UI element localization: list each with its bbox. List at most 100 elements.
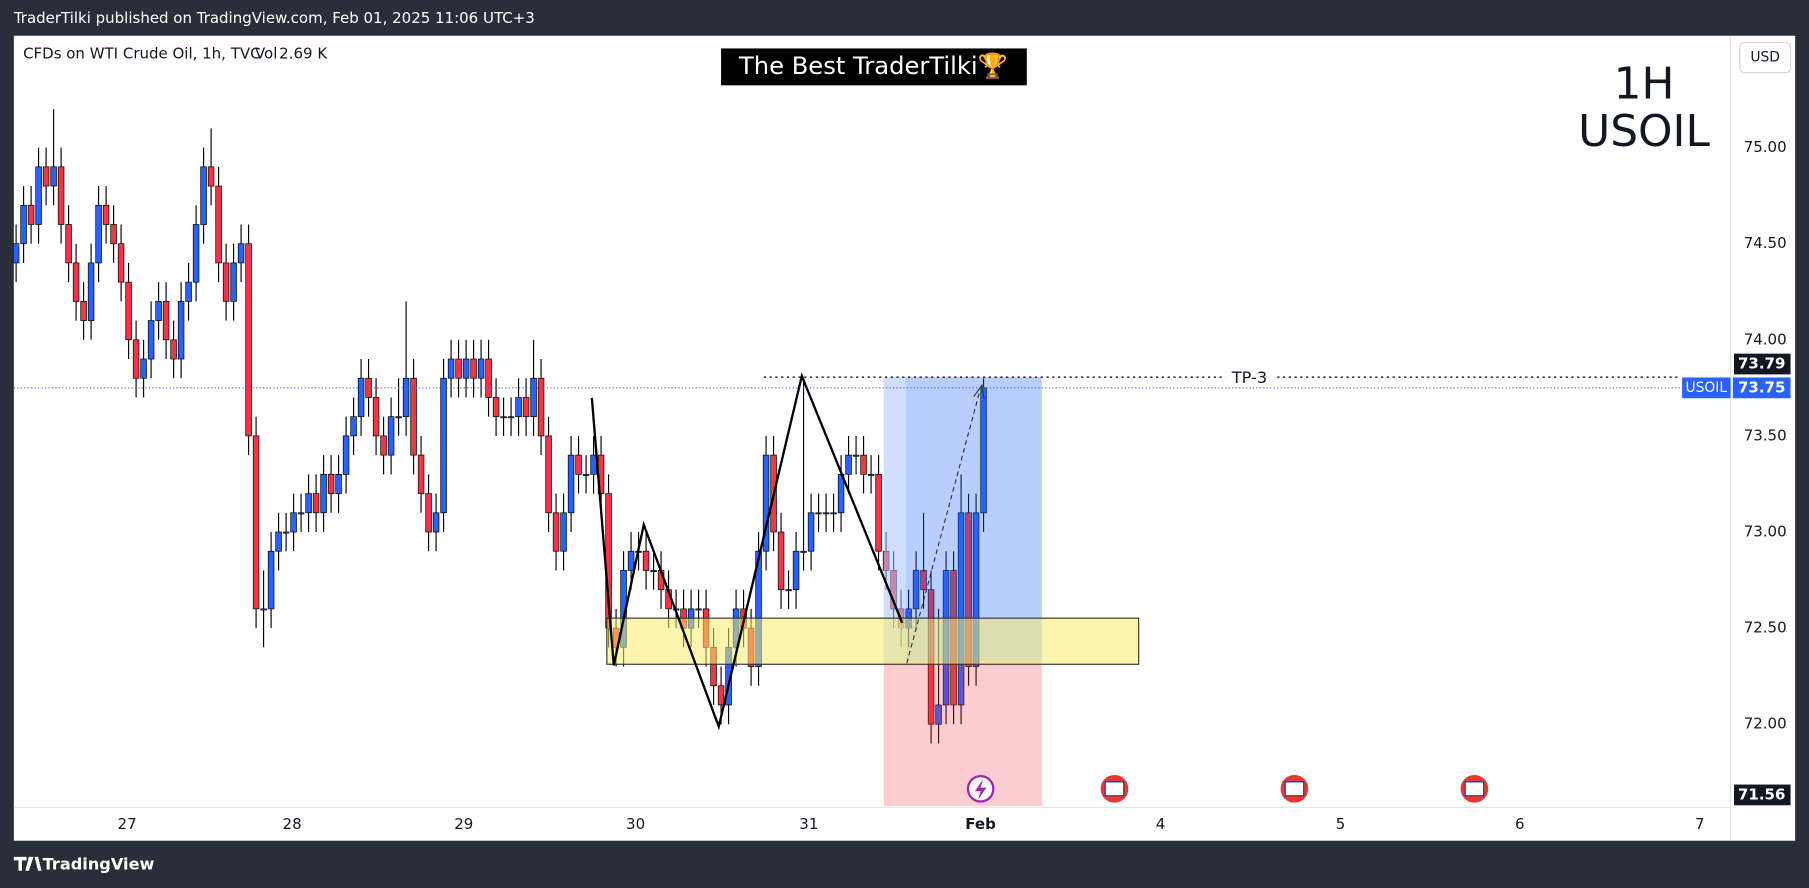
- last-price-name: USOIL: [1686, 380, 1728, 396]
- currency[interactable]: USD: [1750, 50, 1780, 66]
- ticker: USOIL: [1578, 106, 1710, 157]
- candle-body: [275, 531, 282, 552]
- candle-body: [12, 243, 20, 264]
- x-tick-label: 30: [626, 815, 645, 833]
- x-tick-label: 4: [1156, 815, 1166, 833]
- last-price-bg: [1732, 377, 1791, 399]
- candle-body: [777, 531, 785, 591]
- event-icon-bolt: [974, 779, 987, 800]
- x-tick-label: Feb: [965, 815, 996, 833]
- candle-body: [342, 435, 350, 475]
- candle-body: [425, 493, 432, 533]
- candle-body: [50, 166, 57, 187]
- candle-body: [530, 377, 537, 418]
- candle-body: [695, 608, 702, 611]
- price-label: 73.79: [1738, 355, 1785, 373]
- candle-body: [282, 531, 290, 534]
- tv-logo: [13, 856, 42, 871]
- x-tick-label: 28: [283, 815, 302, 833]
- y-tick-label: 74.00: [1744, 330, 1787, 348]
- candle-body: [305, 493, 312, 514]
- candle-body: [882, 550, 890, 571]
- y-tick-label: 72.50: [1744, 619, 1787, 637]
- candle-body: [35, 166, 42, 225]
- candle-body: [395, 416, 402, 419]
- last-price-name-bg: [1682, 377, 1731, 399]
- candle-body: [432, 512, 440, 533]
- currency-button[interactable]: [1739, 42, 1792, 74]
- event-icons: [966, 774, 1489, 803]
- candle-body: [717, 685, 725, 706]
- support-zone: [606, 617, 1140, 665]
- candle-body: [57, 166, 65, 225]
- candle-body: [867, 474, 875, 476]
- x-tick-label: 5: [1336, 815, 1346, 833]
- candle-body: [822, 512, 830, 515]
- event-flag: [1104, 781, 1125, 797]
- candle-body: [650, 570, 657, 572]
- candle-body: [755, 550, 762, 667]
- candle-body: [575, 454, 582, 475]
- candle-body: [935, 704, 942, 725]
- candle-body: [297, 512, 305, 515]
- candle-body: [80, 301, 87, 321]
- candle-body: [207, 166, 215, 187]
- candle-body: [642, 550, 650, 571]
- candle-body: [245, 243, 252, 437]
- candle-body: [762, 454, 770, 552]
- candle-body: [312, 493, 320, 514]
- candle-body: [20, 204, 27, 245]
- event-flag: [1464, 781, 1485, 797]
- candle-body: [972, 512, 980, 667]
- candle-body: [515, 397, 522, 418]
- candle-body: [402, 377, 410, 418]
- y-tick-label: 75.00: [1744, 138, 1787, 156]
- candle-body: [357, 377, 365, 418]
- candle-body: [42, 166, 50, 187]
- footer-brand: TradingView: [43, 854, 155, 873]
- y-tick-label: 74.50: [1744, 234, 1787, 252]
- event-flag: [1284, 781, 1305, 797]
- candle-body: [462, 358, 470, 379]
- candle-body: [485, 358, 492, 398]
- x-tick-label: 7: [1695, 815, 1705, 833]
- candle-body: [477, 358, 485, 379]
- banner-bg: [721, 48, 1027, 86]
- candle-body: [102, 204, 110, 225]
- candle-body: [965, 512, 972, 667]
- candle-body: [590, 454, 597, 475]
- projection-arrow: [906, 391, 981, 664]
- candle-body: [807, 512, 815, 552]
- symbol-info: CFDs on WTI Crude Oil, 1h, TVC: [23, 45, 260, 63]
- candle-body: [852, 454, 860, 457]
- candle-body: [200, 166, 207, 225]
- candle-body: [290, 512, 297, 533]
- candle-body: [800, 550, 807, 553]
- chart-area: [13, 35, 1796, 841]
- candle-body: [170, 339, 177, 360]
- candle-body: [372, 397, 380, 437]
- candle-body: [215, 185, 222, 264]
- candle-body: [192, 224, 200, 283]
- candle-body: [185, 281, 192, 302]
- candle-body: [320, 474, 327, 514]
- publisher: TraderTilki published on TradingView.com…: [13, 9, 535, 27]
- volume-label: Vol: [255, 45, 277, 63]
- candle-body: [327, 474, 335, 494]
- candle-body: [27, 204, 35, 225]
- candle-body: [860, 454, 867, 475]
- candle-body: [470, 358, 477, 379]
- x-tick-label: 6: [1515, 815, 1525, 833]
- candle-body: [522, 397, 530, 418]
- candle-body: [507, 416, 515, 419]
- price-label: 71.56: [1738, 785, 1785, 803]
- candle-body: [177, 301, 185, 360]
- timeframe: 1H: [1614, 58, 1675, 109]
- candle-body: [912, 570, 920, 610]
- candle-body: [545, 435, 552, 514]
- candle-body: [410, 377, 417, 456]
- candle-body: [267, 550, 275, 610]
- tp-label: TP-3: [1231, 368, 1267, 387]
